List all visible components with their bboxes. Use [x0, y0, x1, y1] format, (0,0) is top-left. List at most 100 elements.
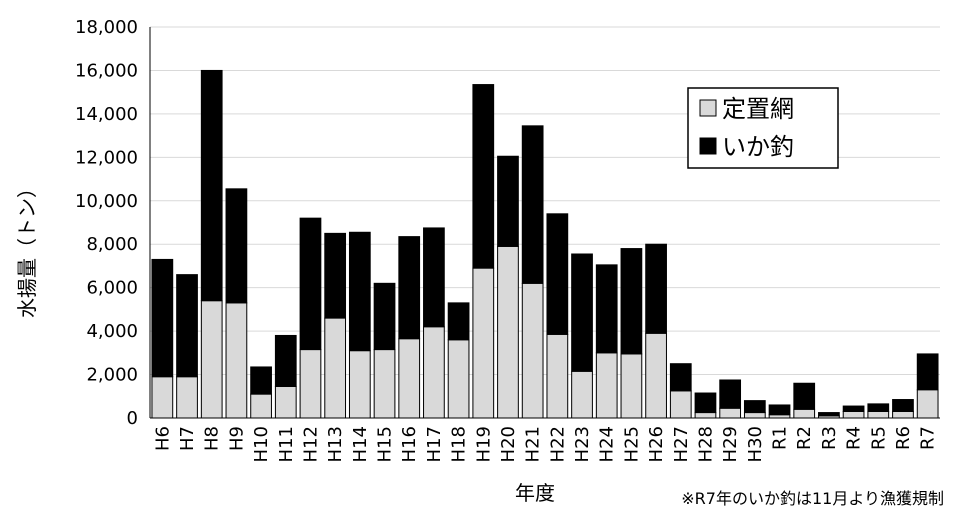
- bar-R1-ikatsuri: [768, 404, 791, 416]
- x-tick-label: H25: [621, 426, 642, 462]
- bar-R6-ikatsuri: [892, 399, 914, 412]
- x-tick-label: R7: [918, 426, 939, 450]
- bar-H20-ikatsuri: [497, 155, 519, 247]
- y-tick-label: 12,000: [75, 147, 138, 168]
- x-tick-label: H29: [720, 426, 741, 462]
- bar-H9-ikatsuri: [225, 188, 248, 304]
- bar-H28-ikatsuri: [694, 392, 717, 414]
- x-tick-label: H28: [695, 426, 716, 462]
- footnote: ※R7年のいか釣は11月より漁獲規制: [681, 489, 944, 508]
- bar-H22-teichi: [546, 333, 569, 419]
- bar-H11-ikatsuri: [274, 334, 297, 388]
- bar-H16-teichi: [398, 338, 421, 419]
- bar-H21-teichi: [521, 282, 544, 419]
- bar-H29-teichi: [719, 407, 742, 419]
- legend-swatch-ikatsuri: [699, 137, 717, 155]
- bar-H24-teichi: [595, 352, 618, 419]
- x-tick-label: H21: [523, 426, 544, 462]
- y-tick-label: 18,000: [75, 17, 138, 38]
- bar-H22-ikatsuri: [546, 213, 569, 335]
- x-tick-label: H20: [498, 426, 519, 462]
- x-tick-label: H10: [251, 426, 272, 462]
- bar-R6-teichi: [892, 410, 914, 419]
- bar-H30-ikatsuri: [743, 400, 766, 414]
- y-tick-label: 6,000: [86, 278, 138, 299]
- y-tick-label: 16,000: [75, 60, 138, 81]
- bar-H27-ikatsuri: [669, 363, 692, 392]
- x-tick-label: H17: [424, 426, 445, 462]
- x-tick-label: H14: [350, 426, 371, 462]
- x-tick-label: H18: [449, 426, 470, 462]
- legend-label-teichi: 定置網: [722, 95, 794, 123]
- x-tick-label: H30: [745, 426, 766, 462]
- bar-R7-teichi: [916, 389, 939, 419]
- x-tick-label: R2: [794, 426, 815, 450]
- bar-H7-ikatsuri: [176, 274, 198, 378]
- x-tick-label: H9: [226, 426, 247, 451]
- x-tick-label: R5: [868, 426, 889, 450]
- bar-H19-teichi: [472, 267, 495, 419]
- bar-R5-ikatsuri: [867, 403, 890, 412]
- gridlines: [150, 26, 940, 376]
- bar-H21-ikatsuri: [521, 125, 544, 284]
- x-tick-label: R6: [893, 426, 914, 450]
- bar-H12-teichi: [299, 349, 322, 419]
- x-tick-label: H12: [300, 426, 321, 462]
- y-tick-label: 14,000: [75, 104, 138, 125]
- bar-R2-teichi: [793, 408, 816, 419]
- bar-H10-ikatsuri: [250, 366, 272, 395]
- bar-H11-teichi: [274, 386, 297, 419]
- x-tick-label: H7: [177, 426, 198, 451]
- bar-H28-teichi: [694, 412, 717, 419]
- bar-R3-ikatsuri: [818, 412, 840, 417]
- bar-H24-ikatsuri: [595, 264, 618, 354]
- y-tick-label: 10,000: [75, 191, 138, 212]
- x-tick-label: H6: [152, 426, 173, 451]
- bar-H15-teichi: [373, 349, 396, 419]
- bar-H17-teichi: [423, 326, 445, 419]
- x-tick-label: H24: [597, 426, 618, 462]
- x-tick-label: H26: [646, 426, 667, 462]
- bar-H26-ikatsuri: [645, 243, 667, 334]
- bar-H14-teichi: [348, 350, 371, 419]
- bar-H8-ikatsuri: [200, 69, 223, 302]
- y-tick-label: 8,000: [86, 234, 138, 255]
- bar-H26-teichi: [645, 332, 667, 419]
- bar-H14-ikatsuri: [348, 231, 371, 352]
- bar-R2-ikatsuri: [793, 382, 816, 410]
- axes: [149, 27, 940, 419]
- x-tick-label: H8: [202, 426, 223, 451]
- bar-H27-teichi: [669, 390, 692, 419]
- bar-H23-ikatsuri: [571, 253, 593, 372]
- bar-H25-teichi: [620, 353, 643, 419]
- x-tick-label: H13: [325, 426, 346, 462]
- bar-R4-teichi: [842, 410, 865, 419]
- bar-H16-ikatsuri: [398, 236, 421, 340]
- bar-H25-ikatsuri: [620, 248, 643, 355]
- bar-R4-ikatsuri: [842, 405, 865, 412]
- x-tick-label: H16: [399, 426, 420, 462]
- bar-H23-teichi: [571, 370, 593, 419]
- x-tick-label: H27: [671, 426, 692, 462]
- y-tick-label: 2,000: [86, 365, 138, 386]
- bar-H19-ikatsuri: [472, 84, 495, 269]
- x-tick-label: H19: [473, 426, 494, 462]
- bar-R5-teichi: [867, 410, 890, 419]
- bar-H18-teichi: [447, 339, 470, 419]
- bar-H29-ikatsuri: [719, 379, 742, 409]
- y-axis-title: 水揚量（トン）: [15, 178, 39, 318]
- bar-H17-ikatsuri: [423, 227, 445, 328]
- y-tick-labels: 0 2,000 4,000 6,000 8,000 10,000 12,000 14,000 1…: [75, 17, 138, 429]
- bar-H30-teichi: [743, 412, 766, 419]
- bar-H12-ikatsuri: [299, 217, 322, 351]
- x-tick-label: H23: [572, 426, 593, 462]
- x-tick-label: R4: [844, 426, 865, 450]
- legend-swatch-teichi: [699, 99, 717, 117]
- bar-H13-teichi: [324, 317, 347, 419]
- bar-H20-teichi: [497, 245, 519, 419]
- bar-H18-ikatsuri: [447, 302, 470, 341]
- bar-H8-teichi: [200, 300, 223, 419]
- x-tick-label: H15: [375, 426, 396, 462]
- bar-H10-teichi: [250, 393, 272, 419]
- x-axis-title: 年度: [515, 481, 555, 505]
